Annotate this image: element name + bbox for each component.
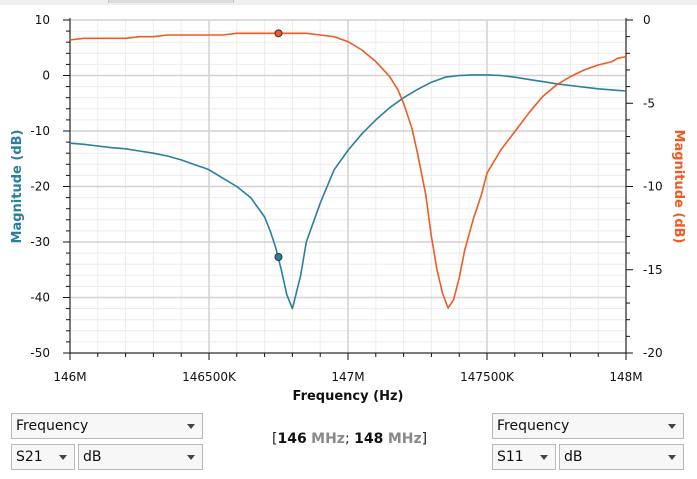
y-right-tick-label: -20 [643,346,663,360]
right-param-select-value: S11 [497,449,524,465]
y-left-axis-title: Magnitude (dB) [10,130,25,244]
left-format-select-value: dB [83,449,102,465]
right-axis-select[interactable]: Frequency [492,413,684,439]
chevron-down-icon [187,424,195,429]
chevron-down-icon [668,424,676,429]
y-left-tick-label: 0 [42,69,50,83]
y-left-tick-label: -50 [30,346,50,360]
y-left-tick-label: 10 [35,13,50,27]
bracket-close: ] [421,431,428,447]
s-parameter-chart: 146M 146500K 147M 147500K 148M 10 0 -10 -20 -30 -4… [10,13,686,404]
chevron-down-icon [540,455,548,460]
y-right-tick-label: 0 [643,13,651,27]
x-axis-title: Frequency (Hz) [293,389,404,404]
chevron-down-icon [187,455,195,460]
y-right-tick-label: -5 [643,96,655,110]
left-param-select-value: S21 [16,449,43,465]
marker-point-left [274,252,283,261]
x-tick-label: 147500K [460,370,515,384]
y-left-tick-label: -30 [30,235,50,249]
y-left-tick-label: -20 [30,180,50,194]
left-axis-select-value: Frequency [16,418,89,434]
y-left-tick-label: -10 [30,124,50,138]
left-axis-select[interactable]: Frequency [11,413,203,439]
stop-frequency-unit: MHz [387,431,422,447]
chevron-down-icon [59,455,67,460]
start-frequency-unit: MHz [311,431,345,447]
y-right-axis-title: Magnitude (dB) [671,130,686,244]
frequency-range-display: [146 MHz; 148 MHz] [272,431,427,447]
series-line-right [69,32,627,309]
right-axis-select-value: Frequency [497,418,570,434]
left-param-select[interactable]: S21 [11,444,75,470]
marker-point-right [274,29,283,38]
x-tick-label: 146500K [182,370,237,384]
y-right-tick-label: -10 [643,180,663,194]
bracket-open: [ [272,431,278,447]
chevron-down-icon [668,455,676,460]
tab[interactable] [108,0,234,3]
y-right-tick-label: -15 [643,263,663,277]
left-format-select[interactable]: dB [78,444,203,470]
stop-frequency-value: 148 [354,431,384,447]
tab-strip [0,0,697,5]
right-format-select-value: dB [564,449,583,465]
x-tick-label: 146M [53,370,86,384]
right-format-select[interactable]: dB [559,444,684,470]
right-param-select[interactable]: S11 [492,444,556,470]
x-tick-label: 148M [609,370,642,384]
start-frequency-value: 146 [277,431,307,447]
series-line-left [69,74,627,310]
y-left-tick-label: -40 [30,291,50,305]
x-tick-label: 147M [331,370,364,384]
range-separator: ; [344,431,350,447]
